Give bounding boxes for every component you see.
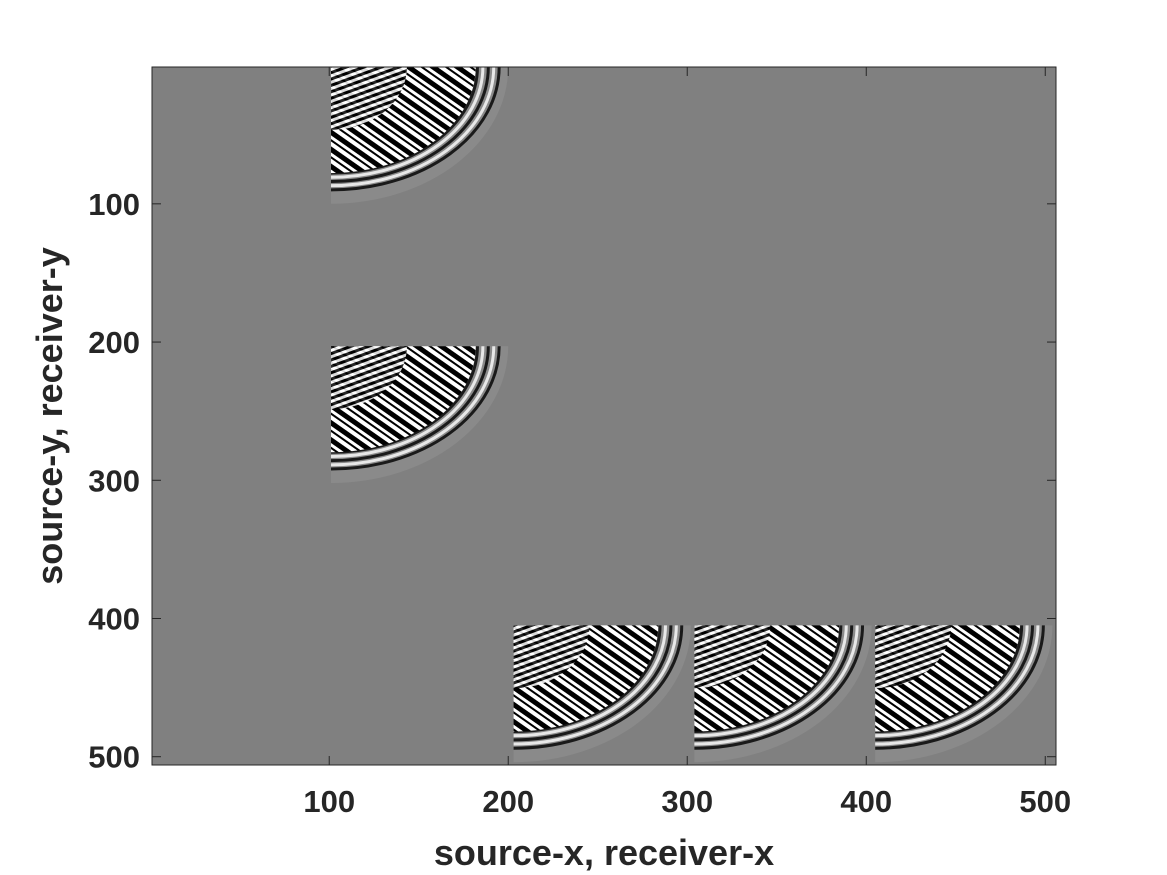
x-axis-label: source-x, receiver-x [434, 832, 774, 873]
panel-wave-ring [875, 625, 1024, 733]
data-panel [331, 66, 509, 204]
x-tick-label: 200 [482, 784, 534, 819]
x-tick-label: 500 [1019, 784, 1071, 819]
panel-wave-ring [513, 625, 662, 733]
panel-wave-ring [875, 625, 1045, 750]
y-axis-label: source-y, receiver-y [29, 247, 70, 585]
panel-wave-ring [331, 66, 479, 175]
panel-wave-ring [331, 66, 485, 179]
y-tick-label: 400 [88, 601, 140, 636]
y-tick-label: 300 [88, 463, 140, 498]
panel-wave-ring [331, 66, 490, 183]
y-tick-label: 500 [88, 740, 140, 775]
panel-wave-ring [875, 625, 1029, 738]
panel-wave-ring [513, 625, 678, 746]
x-tick-label: 400 [840, 784, 892, 819]
y-axis-ticks: 100 200 300 400 500 [88, 187, 1056, 775]
panel-wave-ring [694, 625, 854, 742]
axes-box [151, 66, 1057, 766]
panel-wave-ring [331, 66, 496, 188]
panel-wave-ring [694, 625, 848, 738]
y-tick-label: 200 [88, 325, 140, 360]
panel-wave-ring [331, 66, 501, 192]
panel-wave-ring [331, 346, 501, 471]
panel-wave-ring [513, 625, 673, 742]
y-tick-label: 100 [88, 187, 140, 222]
panel-wavefield-core [694, 625, 771, 689]
panel-wave-ring [875, 625, 1034, 742]
panel-wave-ring [513, 625, 667, 738]
data-panel [513, 625, 691, 763]
panel-wavefield-core [513, 625, 590, 689]
x-tick-label: 300 [661, 784, 713, 819]
panel-wave-ring [513, 625, 684, 750]
panel-wavefield-core [331, 67, 407, 130]
panel-wave-ring [875, 625, 1040, 746]
data-panel [331, 346, 509, 484]
panel-wave-ring [694, 625, 865, 750]
x-tick-label: 100 [303, 784, 355, 819]
data-panel [875, 625, 1053, 763]
panel-wave-ring [694, 625, 843, 733]
data-panel [694, 625, 872, 763]
panel-wavefield-core [331, 346, 407, 410]
data-panels [331, 66, 1053, 763]
panel-wavefield-core [875, 625, 952, 689]
panel-wave-ring [331, 346, 490, 463]
panel-wave-ring [694, 625, 859, 746]
panel-wave-ring [331, 346, 485, 458]
panel-wave-ring [331, 346, 479, 454]
panel-wave-ring [331, 346, 496, 467]
x-axis-ticks: 100 200 300 400 500 [303, 67, 1071, 819]
